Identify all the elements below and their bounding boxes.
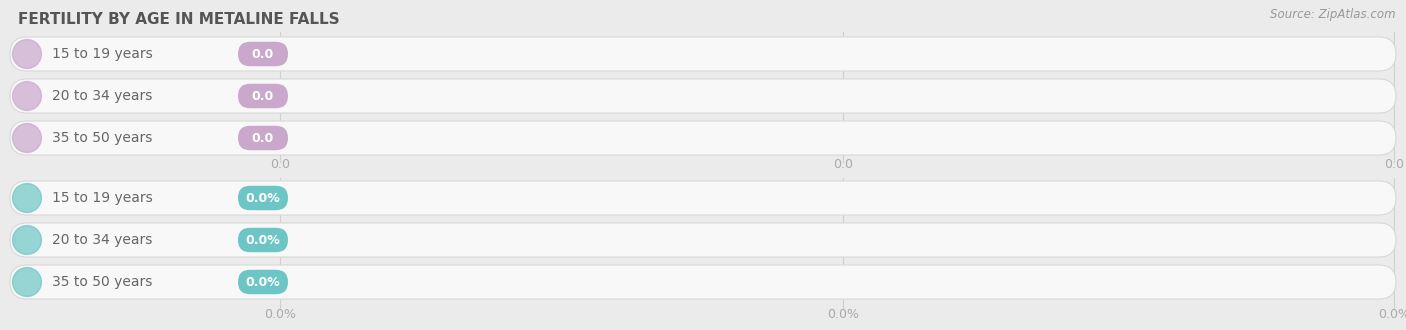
Text: 0.0%: 0.0% [246, 191, 280, 205]
Text: 15 to 19 years: 15 to 19 years [52, 191, 153, 205]
Text: 0.0: 0.0 [270, 158, 290, 172]
Text: 0.0: 0.0 [252, 89, 274, 103]
FancyBboxPatch shape [10, 37, 1396, 71]
Circle shape [13, 268, 41, 296]
FancyBboxPatch shape [238, 84, 288, 108]
FancyBboxPatch shape [238, 186, 288, 210]
Circle shape [13, 82, 41, 111]
Circle shape [13, 225, 41, 254]
Text: 0.0%: 0.0% [1378, 309, 1406, 321]
FancyBboxPatch shape [10, 265, 1396, 299]
FancyBboxPatch shape [238, 42, 288, 66]
Text: 35 to 50 years: 35 to 50 years [52, 275, 152, 289]
FancyBboxPatch shape [10, 223, 1396, 257]
Text: 0.0: 0.0 [252, 131, 274, 145]
Circle shape [13, 183, 41, 213]
Text: 0.0%: 0.0% [246, 276, 280, 288]
Text: 0.0: 0.0 [832, 158, 853, 172]
FancyBboxPatch shape [238, 228, 288, 252]
Circle shape [13, 123, 41, 152]
Text: Source: ZipAtlas.com: Source: ZipAtlas.com [1271, 8, 1396, 21]
FancyBboxPatch shape [238, 270, 288, 294]
Text: 20 to 34 years: 20 to 34 years [52, 89, 152, 103]
Circle shape [13, 40, 41, 68]
Text: 0.0%: 0.0% [246, 234, 280, 247]
Text: FERTILITY BY AGE IN METALINE FALLS: FERTILITY BY AGE IN METALINE FALLS [18, 12, 340, 27]
FancyBboxPatch shape [238, 126, 288, 150]
Text: 15 to 19 years: 15 to 19 years [52, 47, 153, 61]
Text: 0.0: 0.0 [252, 48, 274, 60]
Text: 35 to 50 years: 35 to 50 years [52, 131, 152, 145]
Text: 20 to 34 years: 20 to 34 years [52, 233, 152, 247]
Text: 0.0%: 0.0% [264, 309, 297, 321]
FancyBboxPatch shape [10, 79, 1396, 113]
FancyBboxPatch shape [10, 181, 1396, 215]
Text: 0.0%: 0.0% [827, 309, 859, 321]
Text: 0.0: 0.0 [1384, 158, 1405, 172]
FancyBboxPatch shape [10, 121, 1396, 155]
